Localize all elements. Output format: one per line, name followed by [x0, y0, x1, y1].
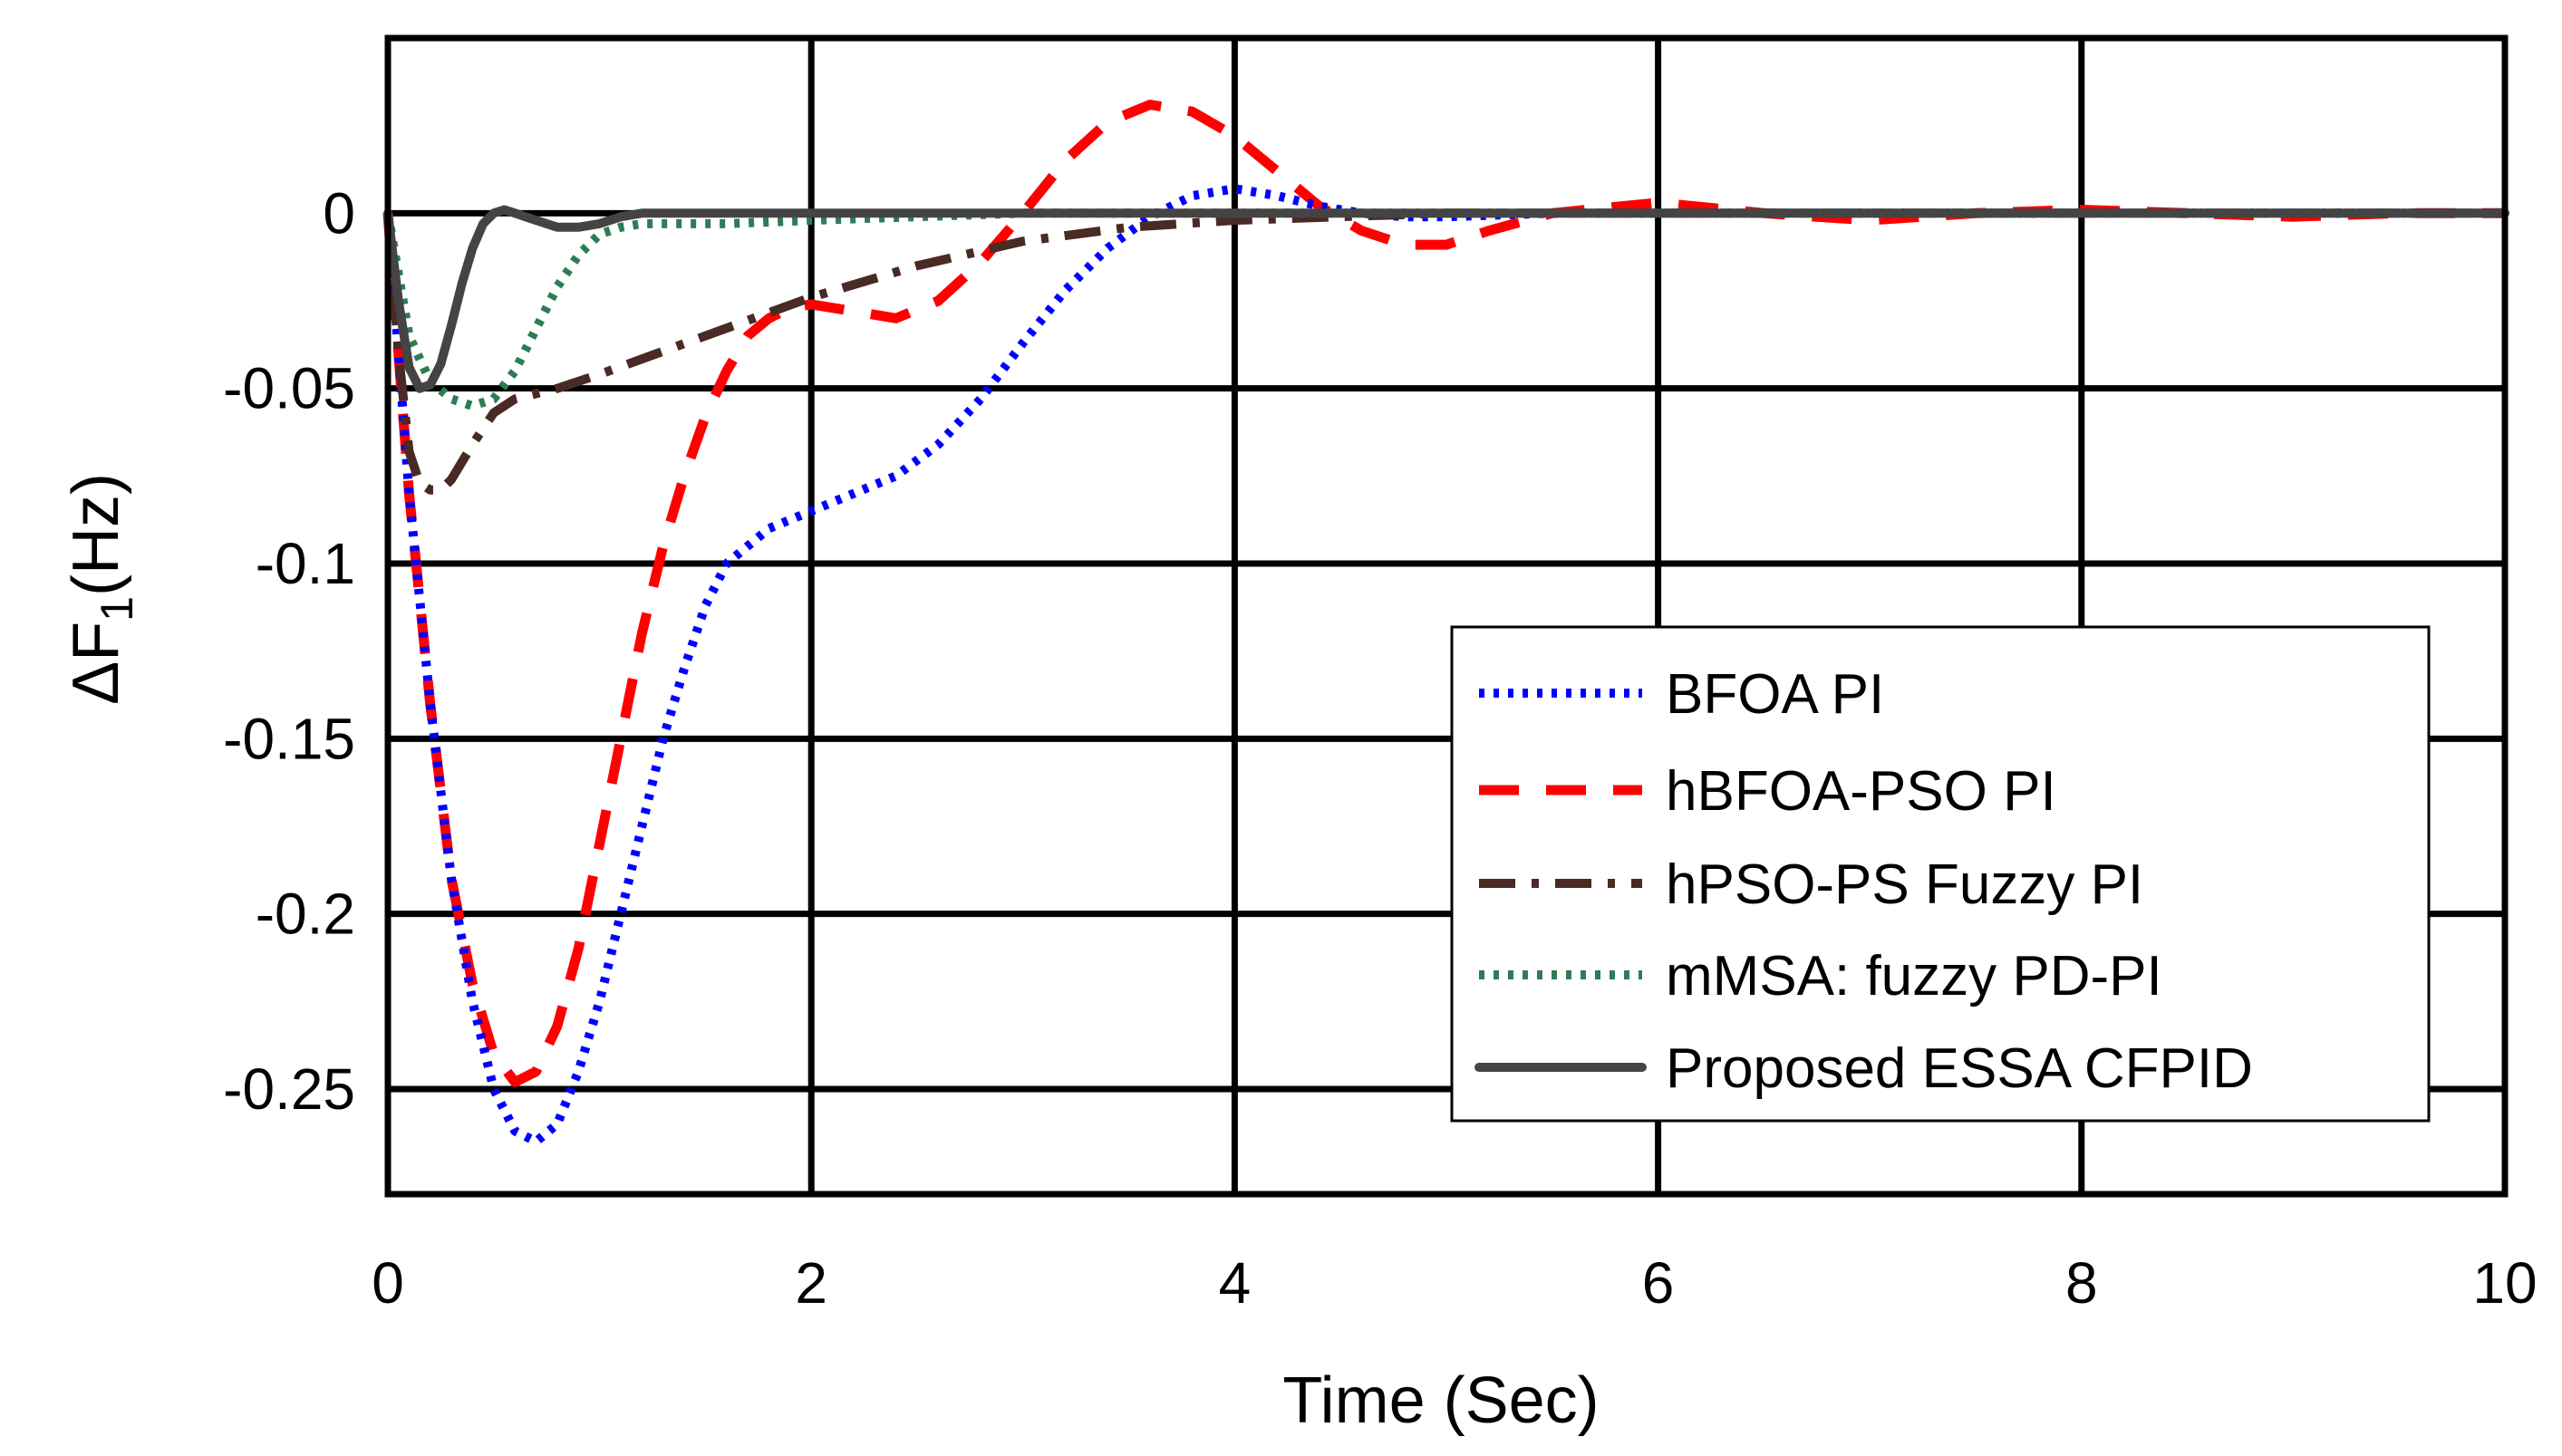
- x-axis-title: Time (Sec): [1282, 1364, 1599, 1437]
- plot-frame: [384, 34, 2509, 1198]
- legend-box: [1450, 625, 2431, 1123]
- series-line-mmsa-fuzzy-pd-pi: [383, 208, 2505, 410]
- y-axis-title-unit: (Hz): [60, 473, 132, 596]
- x-tick-label: 6: [1642, 1250, 1675, 1316]
- legend-label: hPSO-PS Fuzzy PI: [1666, 853, 2143, 916]
- x-tick-label: 10: [2472, 1250, 2537, 1316]
- legend-label: hBFOA-PSO PI: [1666, 760, 2056, 823]
- y-tick-label: 0: [323, 180, 355, 246]
- y-tick-labels: 0 -0.05 -0.1 -0.15 -0.2 -0.25: [223, 180, 355, 1122]
- y-axis-title: ΔF1(Hz): [60, 473, 142, 705]
- y-tick-label: -0.25: [223, 1056, 355, 1122]
- curves: [382, 100, 2509, 1146]
- x-tick-labels: 0 2 4 6 8 10: [372, 1250, 2537, 1316]
- x-tick-label: 8: [2065, 1250, 2098, 1316]
- x-tick-label: 4: [1219, 1250, 1252, 1316]
- series-line-proposed-essa-cfpid: [383, 205, 2509, 393]
- series-line-bfoa-pi: [383, 184, 2505, 1146]
- y-tick-label: -0.2: [256, 882, 355, 947]
- legend-label: Proposed ESSA CFPID: [1666, 1037, 2253, 1100]
- y-tick-label: -0.05: [223, 356, 355, 421]
- series-line-hpso-ps-fuzzy-pi: [383, 208, 2505, 495]
- svg-text:ΔF1(Hz): ΔF1(Hz): [60, 473, 142, 705]
- y-tick-label: -0.1: [256, 531, 355, 596]
- y-tick-label: -0.15: [223, 706, 355, 771]
- legend-label: BFOA PI: [1666, 663, 1884, 726]
- x-tick-label: 2: [795, 1250, 827, 1316]
- series-line-hbfoa-pso-pi: [382, 100, 2505, 1087]
- y-axis-title-subscript: 1: [92, 596, 142, 622]
- y-axis-title-main: ΔF: [60, 622, 132, 705]
- legend: BFOA PI hBFOA-PSO PI hPSO-PS Fuzzy PI mMSA:…: [1450, 625, 2431, 1123]
- x-tick-label: 0: [372, 1250, 404, 1316]
- legend-label: mMSA: fuzzy PD-PI: [1666, 945, 2162, 1008]
